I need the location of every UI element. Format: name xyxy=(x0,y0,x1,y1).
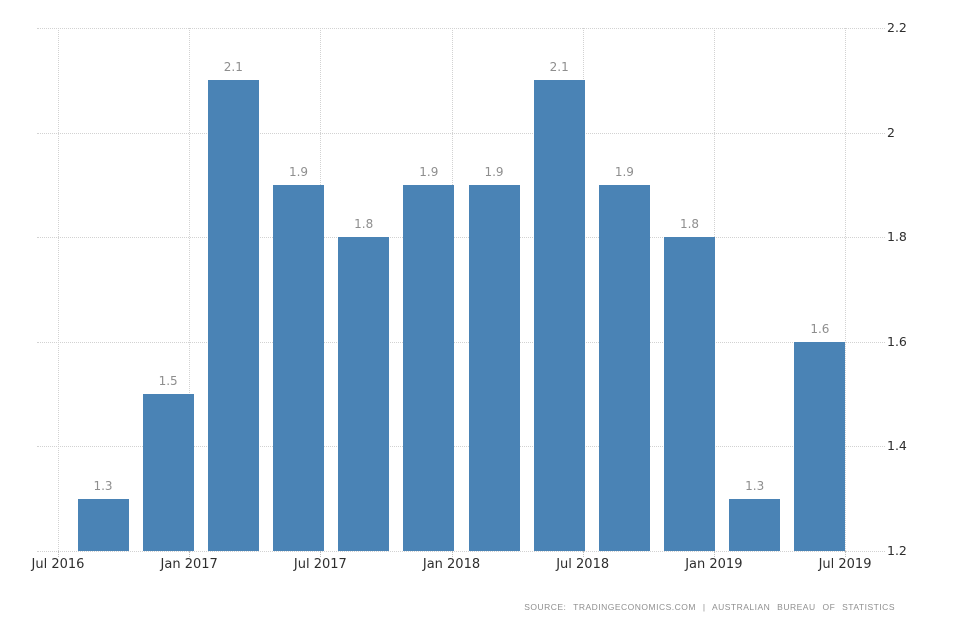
x-axis-label: Jul 2016 xyxy=(31,557,85,572)
bar xyxy=(664,237,716,551)
bar xyxy=(142,394,194,551)
bar xyxy=(207,80,259,551)
bar-value-label: 1.9 xyxy=(614,164,634,179)
x-axis-tick xyxy=(58,551,59,557)
y-axis-label: 1.8 xyxy=(887,229,907,245)
bar-value-label: 1.8 xyxy=(679,217,700,232)
gridline-horizontal xyxy=(37,237,885,239)
x-axis-tick xyxy=(845,551,847,557)
bar-value-label: 1.3 xyxy=(93,478,113,493)
bar xyxy=(468,184,520,551)
gridline-horizontal xyxy=(37,28,885,29)
x-axis-label: Jul 2017 xyxy=(293,557,347,572)
y-axis-label: 1.6 xyxy=(887,333,907,349)
bar xyxy=(794,341,846,551)
x-axis-tick xyxy=(713,551,715,557)
source-attribution: SOURCE: TRADINGECONOMICS.COM | AUSTRALIA… xyxy=(524,602,895,612)
x-axis-tick xyxy=(451,551,453,557)
x-axis-label: Jul 2019 xyxy=(818,557,872,572)
y-axis-label: 1.4 xyxy=(887,438,907,454)
bar-value-label: 1.9 xyxy=(484,164,504,179)
gridline-horizontal xyxy=(37,551,885,552)
bar-value-label: 1.6 xyxy=(810,321,830,336)
bar xyxy=(273,184,324,551)
gridline-vertical xyxy=(845,28,847,551)
gridline-horizontal xyxy=(37,341,885,343)
bar xyxy=(77,498,129,551)
x-axis-tick xyxy=(189,551,191,557)
y-axis-label: 2 xyxy=(887,124,895,140)
gridline-vertical xyxy=(58,28,59,551)
bar xyxy=(338,237,390,551)
y-axis-label: 1.2 xyxy=(887,543,907,558)
x-axis-tick xyxy=(320,551,322,557)
bar-value-label: 2.1 xyxy=(549,60,569,75)
bar-value-label: 1.8 xyxy=(354,217,374,232)
bar xyxy=(533,80,585,551)
x-axis-label: Jan 2019 xyxy=(685,557,743,572)
x-axis-label: Jan 2018 xyxy=(422,557,481,572)
bar xyxy=(598,184,650,551)
gridline-horizontal xyxy=(37,132,885,134)
x-axis-tick xyxy=(582,551,584,557)
x-axis-label: Jul 2018 xyxy=(556,557,610,572)
y-axis-label: 2.2 xyxy=(887,20,907,35)
bar xyxy=(729,498,781,551)
bar xyxy=(403,184,455,551)
gridline-vertical xyxy=(189,28,191,551)
bar-value-label: 1.9 xyxy=(419,164,439,179)
bar-value-label: 2.1 xyxy=(223,60,243,75)
x-axis-label: Jan 2017 xyxy=(160,557,218,572)
bar-value-label: 1.5 xyxy=(158,374,178,389)
gridline-horizontal xyxy=(37,446,885,448)
bar-value-label: 1.9 xyxy=(288,164,309,179)
bar-value-label: 1.3 xyxy=(745,478,765,493)
